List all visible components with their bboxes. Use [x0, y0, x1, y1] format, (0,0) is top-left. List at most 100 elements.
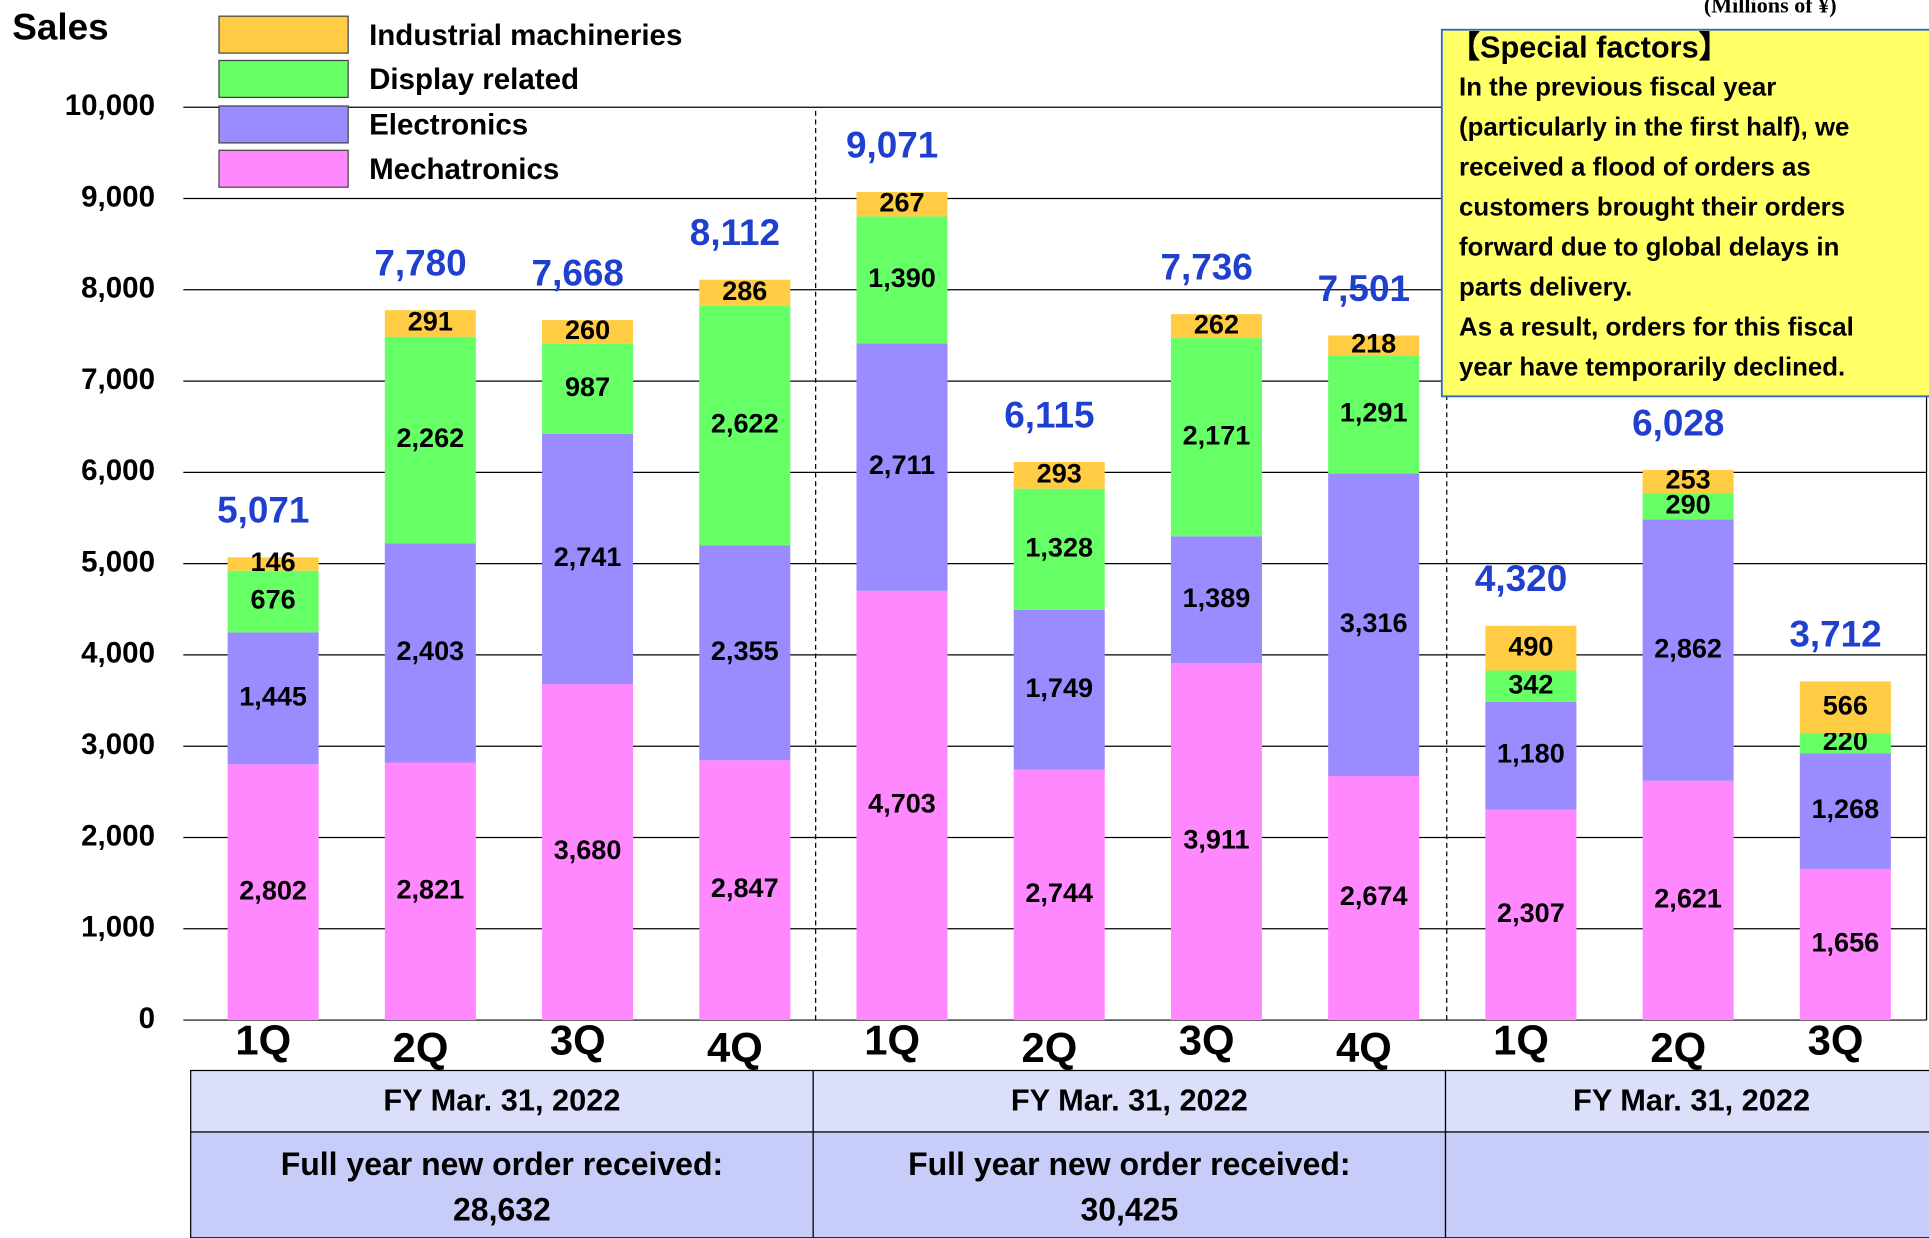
- group-label: FY Mar. 31, 2022: [1011, 1083, 1248, 1118]
- value-label: 490: [1508, 631, 1553, 661]
- y-tick-label: 8,000: [81, 272, 155, 305]
- bar-segment: [542, 684, 634, 1021]
- bar-segment: [1799, 753, 1891, 869]
- value-label: 2,171: [1183, 420, 1251, 450]
- bar-segment: [1642, 519, 1734, 781]
- y-tick-label: 1,000: [81, 911, 155, 944]
- x-tick-label: 2Q: [1650, 1024, 1706, 1071]
- bar-segment: [856, 216, 948, 344]
- total-label: 7,501: [1318, 268, 1410, 309]
- table-cell: [812, 1069, 1447, 1133]
- bar-segment: [1170, 314, 1262, 339]
- bar-segment: [1799, 733, 1891, 754]
- bar-segment: [699, 760, 791, 1021]
- x-tick-label: 1Q: [864, 1016, 920, 1063]
- y-tick-label: 9,000: [81, 180, 155, 213]
- bar-segment: [384, 762, 476, 1021]
- total-label: 7,780: [374, 242, 466, 283]
- bar-segment: [1013, 488, 1105, 610]
- value-label: 2,622: [711, 409, 779, 439]
- annotation-title: 【Special factors】: [1449, 30, 1729, 65]
- value-label: 1,180: [1497, 739, 1565, 769]
- legend-label: Display related: [369, 63, 579, 96]
- value-label: 286: [722, 276, 767, 306]
- value-label: 1,291: [1340, 397, 1408, 427]
- value-label: 1,268: [1812, 794, 1880, 824]
- bar-segment: [384, 336, 476, 544]
- value-label: 218: [1351, 329, 1396, 359]
- value-label: 1,656: [1812, 928, 1880, 958]
- x-tick-label: 3Q: [1179, 1016, 1235, 1063]
- bar-segment: [1328, 473, 1420, 776]
- total-label: 8,112: [690, 212, 780, 253]
- legend-label: Electronics: [369, 109, 528, 142]
- group-note: Full year new order received:: [281, 1146, 723, 1182]
- total-label: 7,668: [532, 253, 624, 294]
- value-label: 146: [251, 547, 296, 577]
- annotation-line: customers brought their orders: [1459, 194, 1845, 222]
- value-label: 566: [1823, 690, 1868, 720]
- value-label: 2,307: [1497, 898, 1565, 928]
- bar-segment: [227, 557, 319, 571]
- x-tick-label: 1Q: [1493, 1016, 1549, 1063]
- x-tick-label: 3Q: [550, 1016, 606, 1063]
- y-tick-label: 5,000: [81, 545, 155, 578]
- x-tick-label: 2Q: [1021, 1024, 1077, 1071]
- bar-segment: [1642, 493, 1734, 520]
- value-label: 2,802: [239, 875, 307, 905]
- value-label: 676: [251, 585, 296, 615]
- value-label: 291: [408, 307, 453, 337]
- annotation-box: [1440, 28, 1929, 398]
- bar-segment: [384, 543, 476, 763]
- total-label: 9,071: [846, 124, 938, 165]
- annotation-line: (particularly in the first half), we: [1459, 114, 1849, 142]
- annotation-line: parts delivery.: [1459, 274, 1632, 302]
- bar-segment: [856, 192, 948, 217]
- table-cell: [190, 1131, 814, 1238]
- annotation-line: received a flood of orders as: [1459, 154, 1811, 182]
- legend-label: Mechatronics: [369, 153, 559, 186]
- bar-segment: [1485, 701, 1577, 810]
- y-tick-label: 4,000: [81, 637, 155, 670]
- y-tick-label: 6,000: [81, 454, 155, 487]
- value-label: 987: [565, 372, 610, 402]
- table-cell: [1444, 1069, 1929, 1133]
- bar-segment: [542, 433, 634, 685]
- legend-swatch: [218, 59, 349, 98]
- bar-segment: [1170, 663, 1262, 1021]
- bar-segment: [856, 590, 948, 1021]
- table-cell: [190, 1069, 814, 1133]
- value-label: 2,821: [396, 874, 464, 904]
- value-label: 3,680: [554, 835, 622, 865]
- table-cell: [1444, 1131, 1929, 1238]
- bar-segment: [1170, 338, 1262, 537]
- value-label: 260: [565, 315, 610, 345]
- bar-segment: [1485, 670, 1577, 702]
- bar-segment: [856, 343, 948, 591]
- total-label: 4,320: [1475, 558, 1567, 599]
- group-label: FY Mar. 31, 2022: [1573, 1083, 1810, 1118]
- bar-segment: [542, 343, 634, 434]
- value-label: 293: [1037, 458, 1082, 488]
- bar-segment: [1013, 609, 1105, 770]
- bar-segment: [542, 320, 634, 344]
- total-label: 3,712: [1789, 614, 1881, 655]
- value-label: 3,911: [1183, 825, 1249, 855]
- value-label: 1,749: [1025, 673, 1093, 703]
- value-label: 290: [1666, 489, 1711, 519]
- value-label: 2,355: [711, 636, 779, 666]
- bar-segment: [1485, 625, 1577, 671]
- bar-segment: [1799, 681, 1891, 734]
- bar-segment: [1485, 809, 1577, 1021]
- value-label: 4,703: [868, 789, 936, 819]
- y-tick-label: 3,000: [81, 728, 155, 761]
- bar-segment: [227, 570, 319, 633]
- group-note-value: 30,425: [1080, 1191, 1178, 1227]
- value-label: 2,711: [869, 450, 935, 480]
- value-label: 3,316: [1340, 608, 1408, 638]
- y-axis-label: Sales: [12, 6, 108, 47]
- legend-swatch: [218, 105, 349, 144]
- value-label: 2,744: [1025, 878, 1093, 908]
- total-label: 7,736: [1160, 246, 1252, 287]
- legend-swatch: [218, 15, 349, 54]
